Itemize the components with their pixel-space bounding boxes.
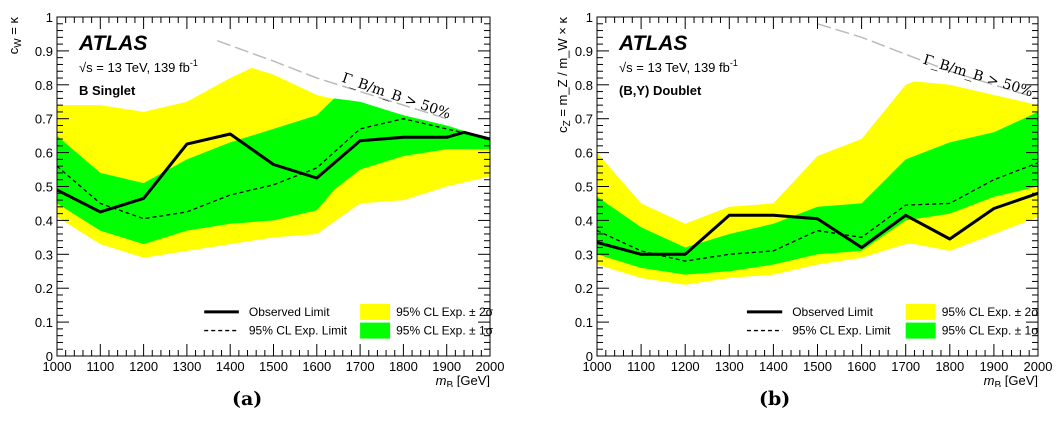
energy-label-text: √s = 13 TeV, 139 fb (619, 60, 730, 75)
energy-label-text: √s = 13 TeV, 139 fb (79, 60, 190, 75)
x-tick-label: 1100 (86, 359, 114, 374)
y-tick-label: 0.1 (575, 315, 593, 330)
y-axis-label-rest: = m_Z / m_W × κ (555, 17, 570, 121)
observed-limit-line (57, 130, 490, 214)
y-tick-label: 0.8 (575, 78, 593, 93)
legend-expected-label: 95% CL Exp. Limit (792, 324, 891, 338)
plot-area (57, 39, 490, 258)
caption-b: (b) (759, 388, 791, 410)
x-tick-label: 1300 (715, 359, 744, 374)
y-tick-label: 0.3 (575, 247, 593, 262)
x-axis-label: mB [GeV] (984, 373, 1038, 387)
y-tick-label: 0.6 (575, 146, 593, 161)
x-tick-label: 1900 (979, 359, 1008, 374)
y-axis-label-main: c (6, 47, 21, 54)
x-axis-label-sub: B (446, 380, 453, 387)
y-tick-label: 0.8 (35, 78, 53, 93)
plot-area (597, 23, 1038, 285)
legend-2sigma-swatch (360, 303, 391, 320)
x-tick-label: 1100 (627, 359, 655, 374)
x-tick-label: 1400 (216, 359, 245, 374)
x-axis-label-main: m (984, 373, 995, 387)
width-boundary-line (216, 39, 447, 120)
y-axis-label-sub: Z (562, 120, 573, 126)
caption-a: (a) (232, 388, 263, 410)
x-axis-label-unit: [GeV] (1001, 373, 1038, 387)
energy-label: √s = 13 TeV, 139 fb-1 (79, 58, 198, 75)
x-tick-label: 2000 (1024, 359, 1053, 374)
legend-observed-label: Observed Limit (792, 305, 873, 319)
legend-2sigma-label: 95% CL Exp. ± 2σ (942, 305, 1040, 319)
x-tick-label: 1800 (935, 359, 964, 374)
legend-observed-label: Observed Limit (249, 305, 330, 319)
y-tick-label: 1 (46, 10, 53, 25)
energy-label-superscript: -1 (730, 58, 738, 68)
y-axis-label-rest: = κ (6, 17, 21, 39)
y-tick-label: 0.4 (575, 213, 593, 228)
y-tick-label: 0 (46, 349, 53, 364)
expected-limit-line (597, 162, 1038, 262)
y-tick-label: 0.9 (575, 44, 593, 59)
y-tick-label: 0.2 (35, 281, 53, 296)
y-tick-label: 0.7 (575, 112, 593, 127)
observed-limit-line (597, 191, 1038, 256)
chart-panel-a: 1000 1100 1200 1300 1400 1500 1600 1700 1800 1900… (6, 10, 505, 391)
legend-expected-label: 95% CL Exp. Limit (249, 324, 348, 338)
x-tick-label: 1400 (759, 359, 788, 374)
y-axis-label: cZ = m_Z / m_W × κ (555, 17, 573, 133)
legend-1sigma-label: 95% CL Exp. ± 1σ (942, 324, 1040, 338)
x-tick-label: 1900 (432, 359, 461, 374)
x-axis-label-unit: [GeV] (453, 373, 490, 387)
y-axis-label-sub: W (13, 38, 24, 48)
band-1sigma (597, 111, 1038, 275)
y-tick-label: 0.4 (35, 213, 53, 228)
x-tick-label: 1000 (43, 359, 72, 374)
x-tick-label: 1500 (259, 359, 288, 374)
y-axis-label-main: c (555, 126, 570, 133)
x-tick-label: 2000 (476, 359, 505, 374)
chart-panel-b: 1000 1100 1200 1300 1400 1500 1600 1700 1800 1900… (555, 10, 1053, 391)
y-tick-label: 0.2 (575, 281, 593, 296)
legend-1sigma-swatch (360, 322, 391, 339)
legend-1sigma-swatch (905, 322, 936, 339)
y-tick-label: 0.7 (35, 112, 53, 127)
x-tick-label: 1300 (172, 359, 201, 374)
width-boundary-line (817, 23, 1038, 100)
energy-label: √s = 13 TeV, 139 fb-1 (619, 58, 738, 75)
y-tick-label: 0 (586, 349, 593, 364)
legend-2sigma-label: 95% CL Exp. ± 2σ (396, 305, 494, 319)
x-tick-label: 1200 (129, 359, 158, 374)
experiment-label: ATLAS (618, 32, 687, 55)
x-axis-label-main: m (436, 373, 447, 387)
legend-1sigma-label: 95% CL Exp. ± 1σ (396, 324, 494, 338)
y-tick-label: 0.5 (35, 180, 53, 195)
x-tick-label: 1500 (803, 359, 832, 374)
legend-2sigma-swatch (905, 303, 936, 320)
expected-limit-line (57, 118, 490, 220)
limit-plots-svg: 1000 1100 1200 1300 1400 1500 1600 1700 1800 1900… (6, 10, 1053, 391)
band-1sigma (57, 98, 490, 245)
energy-label-superscript: -1 (190, 58, 198, 68)
x-axis-label-sub: B (994, 380, 1001, 387)
model-label: (B,Y) Doublet (619, 83, 702, 98)
x-tick-label: 1600 (847, 359, 876, 374)
y-tick-label: 0.3 (35, 247, 53, 262)
x-tick-label: 1000 (583, 359, 612, 374)
y-tick-label: 0.6 (35, 146, 53, 161)
y-tick-label: 0.9 (35, 44, 53, 59)
y-axis-label: cW = κ (6, 17, 24, 55)
y-tick-label: 1 (586, 10, 593, 25)
x-tick-label: 1800 (389, 359, 418, 374)
y-tick-label: 0.1 (35, 315, 53, 330)
x-tick-label: 1200 (671, 359, 700, 374)
x-tick-label: 1600 (302, 359, 331, 374)
x-tick-label: 1700 (891, 359, 920, 374)
x-axis-label: mB [GeV] (436, 373, 490, 387)
x-tick-label: 1700 (346, 359, 375, 374)
experiment-label: ATLAS (78, 32, 147, 55)
model-label: B Singlet (79, 83, 136, 98)
y-tick-label: 0.5 (575, 180, 593, 195)
